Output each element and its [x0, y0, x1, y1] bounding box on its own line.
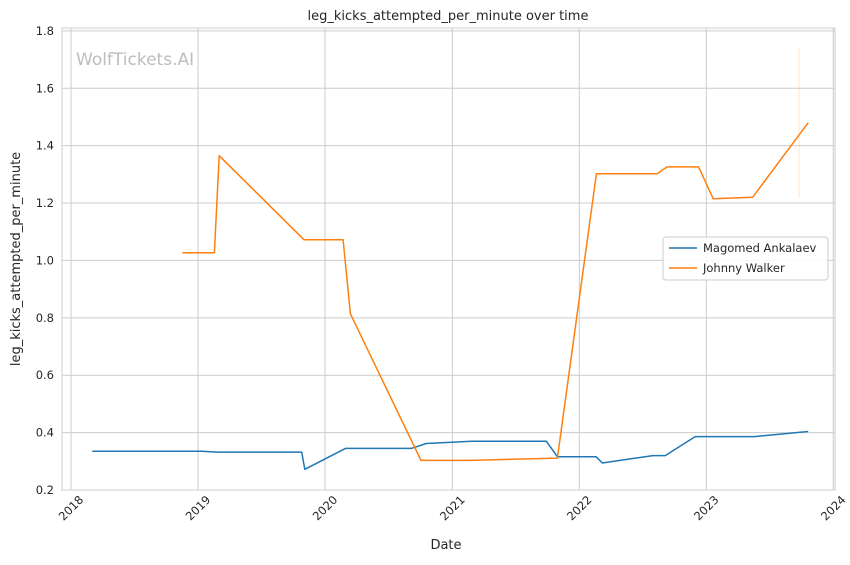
y-tick-label: 1.0: [36, 253, 54, 267]
y-tick-label: 0.2: [36, 483, 54, 497]
series-line-johnny-walker: [182, 122, 809, 462]
x-axis-label: Date: [430, 538, 461, 553]
y-tick-label: 0.6: [36, 368, 54, 382]
series-lines: [92, 122, 809, 471]
watermark: WolfTickets.AI: [76, 50, 194, 70]
y-tick-label: 1.4: [36, 139, 54, 153]
legend-box: [662, 236, 829, 281]
y-tick-label: 1.6: [36, 81, 54, 95]
legend: Magomed Ankalaev Johnny Walker: [662, 236, 829, 281]
y-tick-labels: 0.2 0.4 0.6 0.8 1.0 1.2 1.4 1.6 1.8: [36, 24, 54, 497]
y-axis-label: leg_kicks_attempted_per_minute: [9, 152, 24, 366]
series-line-magomed-ankalaev: [92, 430, 809, 471]
y-tick-label: 1.8: [36, 24, 54, 38]
legend-label-johnny-walker: Johnny Walker: [702, 261, 785, 275]
y-tick-label: 1.2: [36, 196, 54, 210]
y-tick-label: 0.4: [36, 426, 54, 440]
legend-label-magomed-ankalaev: Magomed Ankalaev: [703, 241, 817, 255]
plot-frame: [61, 27, 836, 491]
chart-title: leg_kicks_attempted_per_minute over time: [308, 9, 589, 24]
y-tick-label: 0.8: [36, 311, 54, 325]
